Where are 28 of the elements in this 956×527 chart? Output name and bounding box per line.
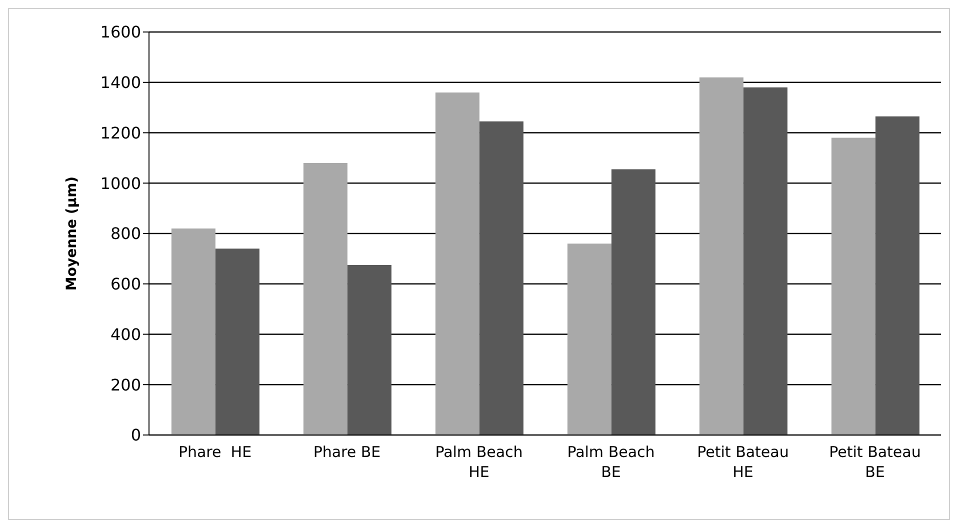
x-tick-label: Phare HE xyxy=(178,443,252,461)
bar xyxy=(875,116,920,435)
bar xyxy=(435,92,480,435)
x-tick-label: Petit Bateau BE xyxy=(829,443,921,481)
bar xyxy=(303,162,348,435)
x-tick-label: Palm Beach HE xyxy=(435,443,523,481)
y-tick-label: 0 xyxy=(130,426,141,445)
x-tick-label: Phare BE xyxy=(313,443,381,461)
y-axis-title: Moyenne (μm) xyxy=(64,176,80,291)
y-tick-label: 600 xyxy=(110,274,141,294)
bar xyxy=(699,77,744,435)
x-tick-label: Palm Beach BE xyxy=(567,443,655,481)
y-tick-label: 1200 xyxy=(100,123,141,142)
bar xyxy=(479,121,524,435)
bar xyxy=(171,228,216,435)
bar xyxy=(743,87,788,435)
bar xyxy=(215,248,260,435)
y-tick-label: 400 xyxy=(110,324,141,344)
y-tick-label: 1400 xyxy=(100,73,141,92)
y-tick-label: 1000 xyxy=(100,174,141,193)
y-tick-label: 1600 xyxy=(100,22,141,42)
bar xyxy=(567,244,612,435)
y-tick-label: 800 xyxy=(110,224,141,244)
y-tick-label: 200 xyxy=(110,375,141,394)
bar xyxy=(347,264,392,435)
bar xyxy=(611,169,656,435)
bar xyxy=(831,138,876,435)
x-tick-label: Petit Bateau HE xyxy=(697,443,789,481)
